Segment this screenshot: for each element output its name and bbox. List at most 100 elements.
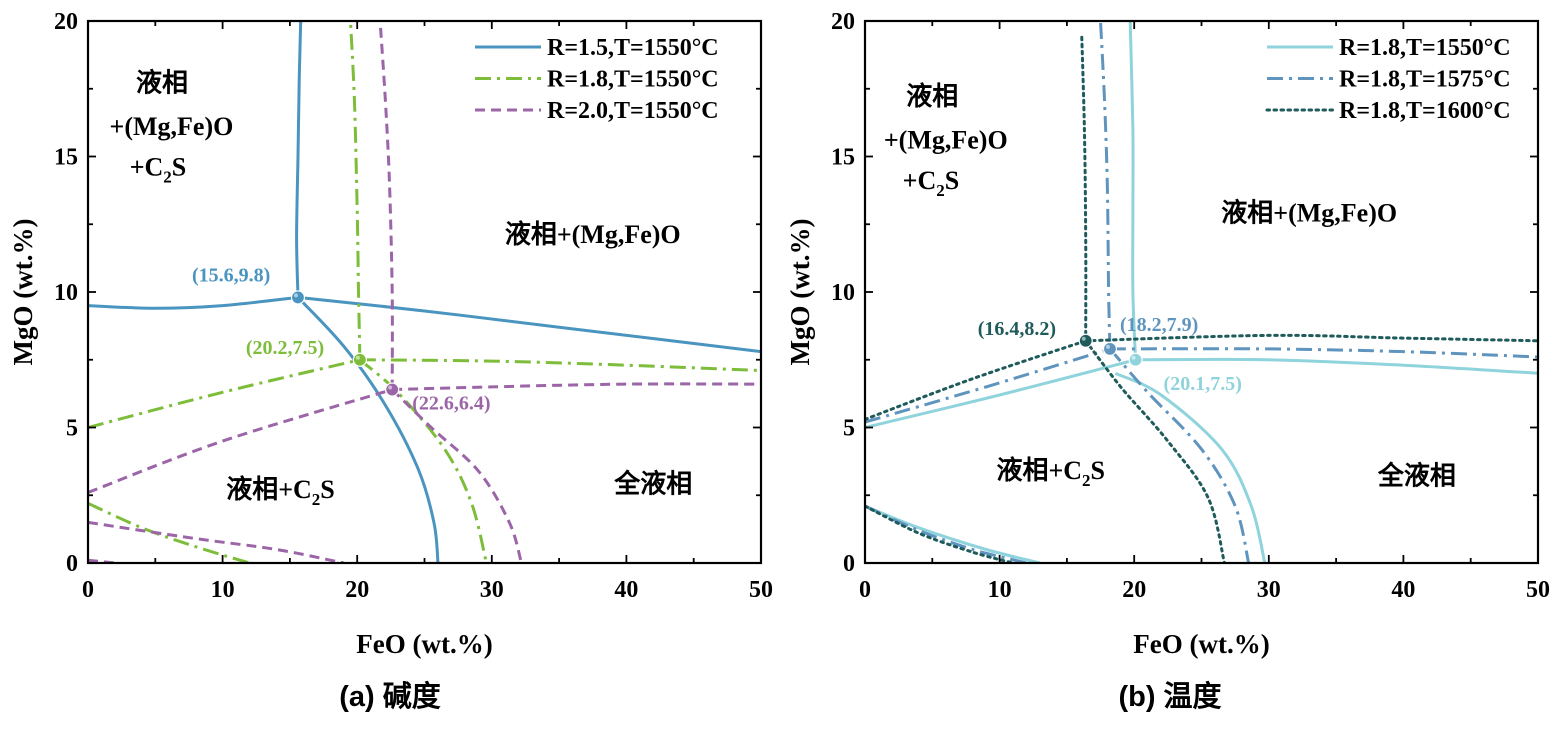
region-label-tail: S <box>172 152 186 181</box>
series-line-r-1-8-t-1600-c-1 <box>865 339 1088 421</box>
y-tick-label: 10 <box>831 280 855 306</box>
region-label: 液相+(Mg,Fe)O <box>1221 199 1397 228</box>
region-label: +C2S <box>130 152 187 186</box>
x-tick-label: 50 <box>749 577 773 603</box>
intersection-points: (20.1,7.5) (18.2,7.9) (16.4,8.2) <box>978 314 1242 395</box>
legend: R=1.5,T=1550°C R=1.8,T=1550°C R=2.0,T=1550… <box>475 35 719 124</box>
y-axis: 0 5 10 15 20 <box>54 9 761 577</box>
region-label: 液相+C2S <box>996 456 1105 490</box>
series-line-r-1-8-t-1550-c-3 <box>1114 371 1267 563</box>
x-axis-title: FeO (wt.%) <box>356 629 492 659</box>
series-line-r-1-5-t-1550-c-2 <box>297 295 761 354</box>
region-label-tail: S <box>320 475 334 504</box>
region-label-subscript: 2 <box>312 490 321 509</box>
region-label-text: 液相+C <box>996 456 1082 485</box>
intersection-point-r-1-8-t-1575-c <box>1102 341 1118 357</box>
y-tick-label: 15 <box>54 145 78 171</box>
x-tick-label: 20 <box>1122 577 1146 603</box>
region-label-text: +(Mg,Fe)O <box>884 125 1008 154</box>
series-line-r-1-8-t-1575-c-4 <box>865 504 1027 563</box>
intersection-point-label: (18.2,7.9) <box>1120 314 1198 336</box>
x-tick-label: 50 <box>1526 577 1550 603</box>
legend-entry: R=1.5,T=1550°C <box>547 35 719 61</box>
region-label: +(Mg,Fe)O <box>110 112 234 141</box>
series-line-r-1-8-t-1550-c-0 <box>349 21 362 360</box>
series-group <box>88 21 761 563</box>
series-line-r-1-8-t-1550-c-2 <box>1135 357 1538 375</box>
y-tick-label: 0 <box>66 551 78 577</box>
x-axis-title: FeO (wt.%) <box>1133 629 1269 659</box>
y-axis-title: MgO (wt.%) <box>8 219 38 366</box>
legend-entry: R=1.8,T=1550°C <box>547 67 719 93</box>
intersection-point-label: (20.2,7.5) <box>246 337 324 359</box>
chart-panel-b: 0 10 20 30 40 50 0 5 10 15 20 FeO (wt.%) MgO (wt.%) R… <box>785 9 1550 713</box>
intersection-point-highlight <box>1131 355 1136 360</box>
region-label: +C2S <box>903 166 960 200</box>
region-label-subscript: 2 <box>163 167 172 186</box>
intersection-point-highlight <box>388 385 393 390</box>
x-tick-label: 10 <box>211 577 235 603</box>
x-axis: 0 10 20 30 40 50 <box>82 21 773 603</box>
region-label-subscript: 2 <box>1082 471 1091 490</box>
y-tick-label: 5 <box>843 416 855 442</box>
x-tick-label: 20 <box>345 577 369 603</box>
region-label-text: 液相+(Mg,Fe)O <box>505 220 681 249</box>
y-axis: 0 5 10 15 20 <box>831 9 1538 577</box>
legend: R=1.8,T=1550°C R=1.8,T=1575°C R=1.8,T=1600… <box>1265 35 1511 124</box>
x-axis: 0 10 20 30 40 50 <box>859 21 1550 603</box>
intersection-points: (15.6,9.8) (20.2,7.5) (22.6,6.4) <box>192 264 491 414</box>
region-label-text: +C <box>903 166 937 195</box>
series-line-r-1-8-t-1550-c-1 <box>88 358 361 429</box>
series-line-r-2-0-t-1550-c-4 <box>88 520 345 563</box>
region-label-text: +(Mg,Fe)O <box>110 112 234 141</box>
panel-caption: (a) 碱度 <box>339 680 441 713</box>
region-label-text: 全液相 <box>1377 460 1456 490</box>
intersection-point-label: (20.1,7.5) <box>1164 373 1242 395</box>
intersection-point-r-2-0-t-1550-c <box>385 382 400 397</box>
y-tick-label: 5 <box>66 416 78 442</box>
series-line-r-1-8-t-1600-c-4 <box>865 504 1015 563</box>
x-tick-label: 40 <box>1391 577 1415 603</box>
legend-entry: R=1.8,T=1600°C <box>1339 98 1511 124</box>
chart-panel-a: 0 10 20 30 40 50 0 5 10 15 20 FeO (wt.%) MgO (wt.%) R… <box>8 9 773 713</box>
series-line-r-1-8-t-1600-c-2 <box>1084 333 1538 343</box>
region-label: 液相+C2S <box>226 475 335 509</box>
legend-entry: R=2.0,T=1550°C <box>547 98 719 124</box>
region-label: 全液相 <box>1377 460 1456 490</box>
series-line-r-1-8-t-1575-c-2 <box>1109 347 1538 359</box>
series-line-r-2-0-t-1550-c-3 <box>391 388 523 563</box>
y-tick-label: 15 <box>831 145 855 171</box>
legend-entry: R=1.8,T=1550°C <box>1339 35 1511 61</box>
series-line-r-1-8-t-1550-c-1 <box>865 358 1136 429</box>
region-label: 全液相 <box>613 469 692 499</box>
x-tick-label: 30 <box>480 577 504 603</box>
series-line-r-1-8-t-1575-c-0 <box>1099 21 1112 349</box>
intersection-point-r-1-5-t-1550-c <box>290 290 306 305</box>
series-line-r-1-8-t-1575-c-1 <box>865 347 1111 424</box>
x-tick-label: 10 <box>988 577 1012 603</box>
intersection-point-highlight <box>355 355 360 360</box>
x-tick-label: 30 <box>1257 577 1281 603</box>
intersection-point-r-1-8-t-1550-c <box>352 352 367 367</box>
region-label-text: 全液相 <box>613 469 692 499</box>
intersection-point-highlight <box>1105 344 1110 349</box>
region-label-text: 液相 <box>906 82 958 111</box>
x-tick-label: 0 <box>82 577 94 603</box>
legend-entry: R=1.8,T=1575°C <box>1339 67 1511 93</box>
series-group <box>865 21 1538 563</box>
region-label-tail: S <box>1091 456 1105 485</box>
series-line-r-1-8-t-1550-c-4 <box>88 502 250 563</box>
y-tick-label: 10 <box>54 280 78 306</box>
intersection-point-r-1-8-t-1550-c <box>1128 352 1143 367</box>
x-tick-label: 40 <box>614 577 638 603</box>
x-tick-label: 0 <box>859 577 871 603</box>
region-label: 液相+(Mg,Fe)O <box>505 220 681 249</box>
y-axis-title: MgO (wt.%) <box>785 219 815 366</box>
y-tick-label: 20 <box>54 9 78 35</box>
intersection-point-highlight <box>1081 336 1086 341</box>
region-label: 液相 <box>136 68 188 97</box>
series-line-r-1-8-t-1575-c-3 <box>1108 347 1251 563</box>
